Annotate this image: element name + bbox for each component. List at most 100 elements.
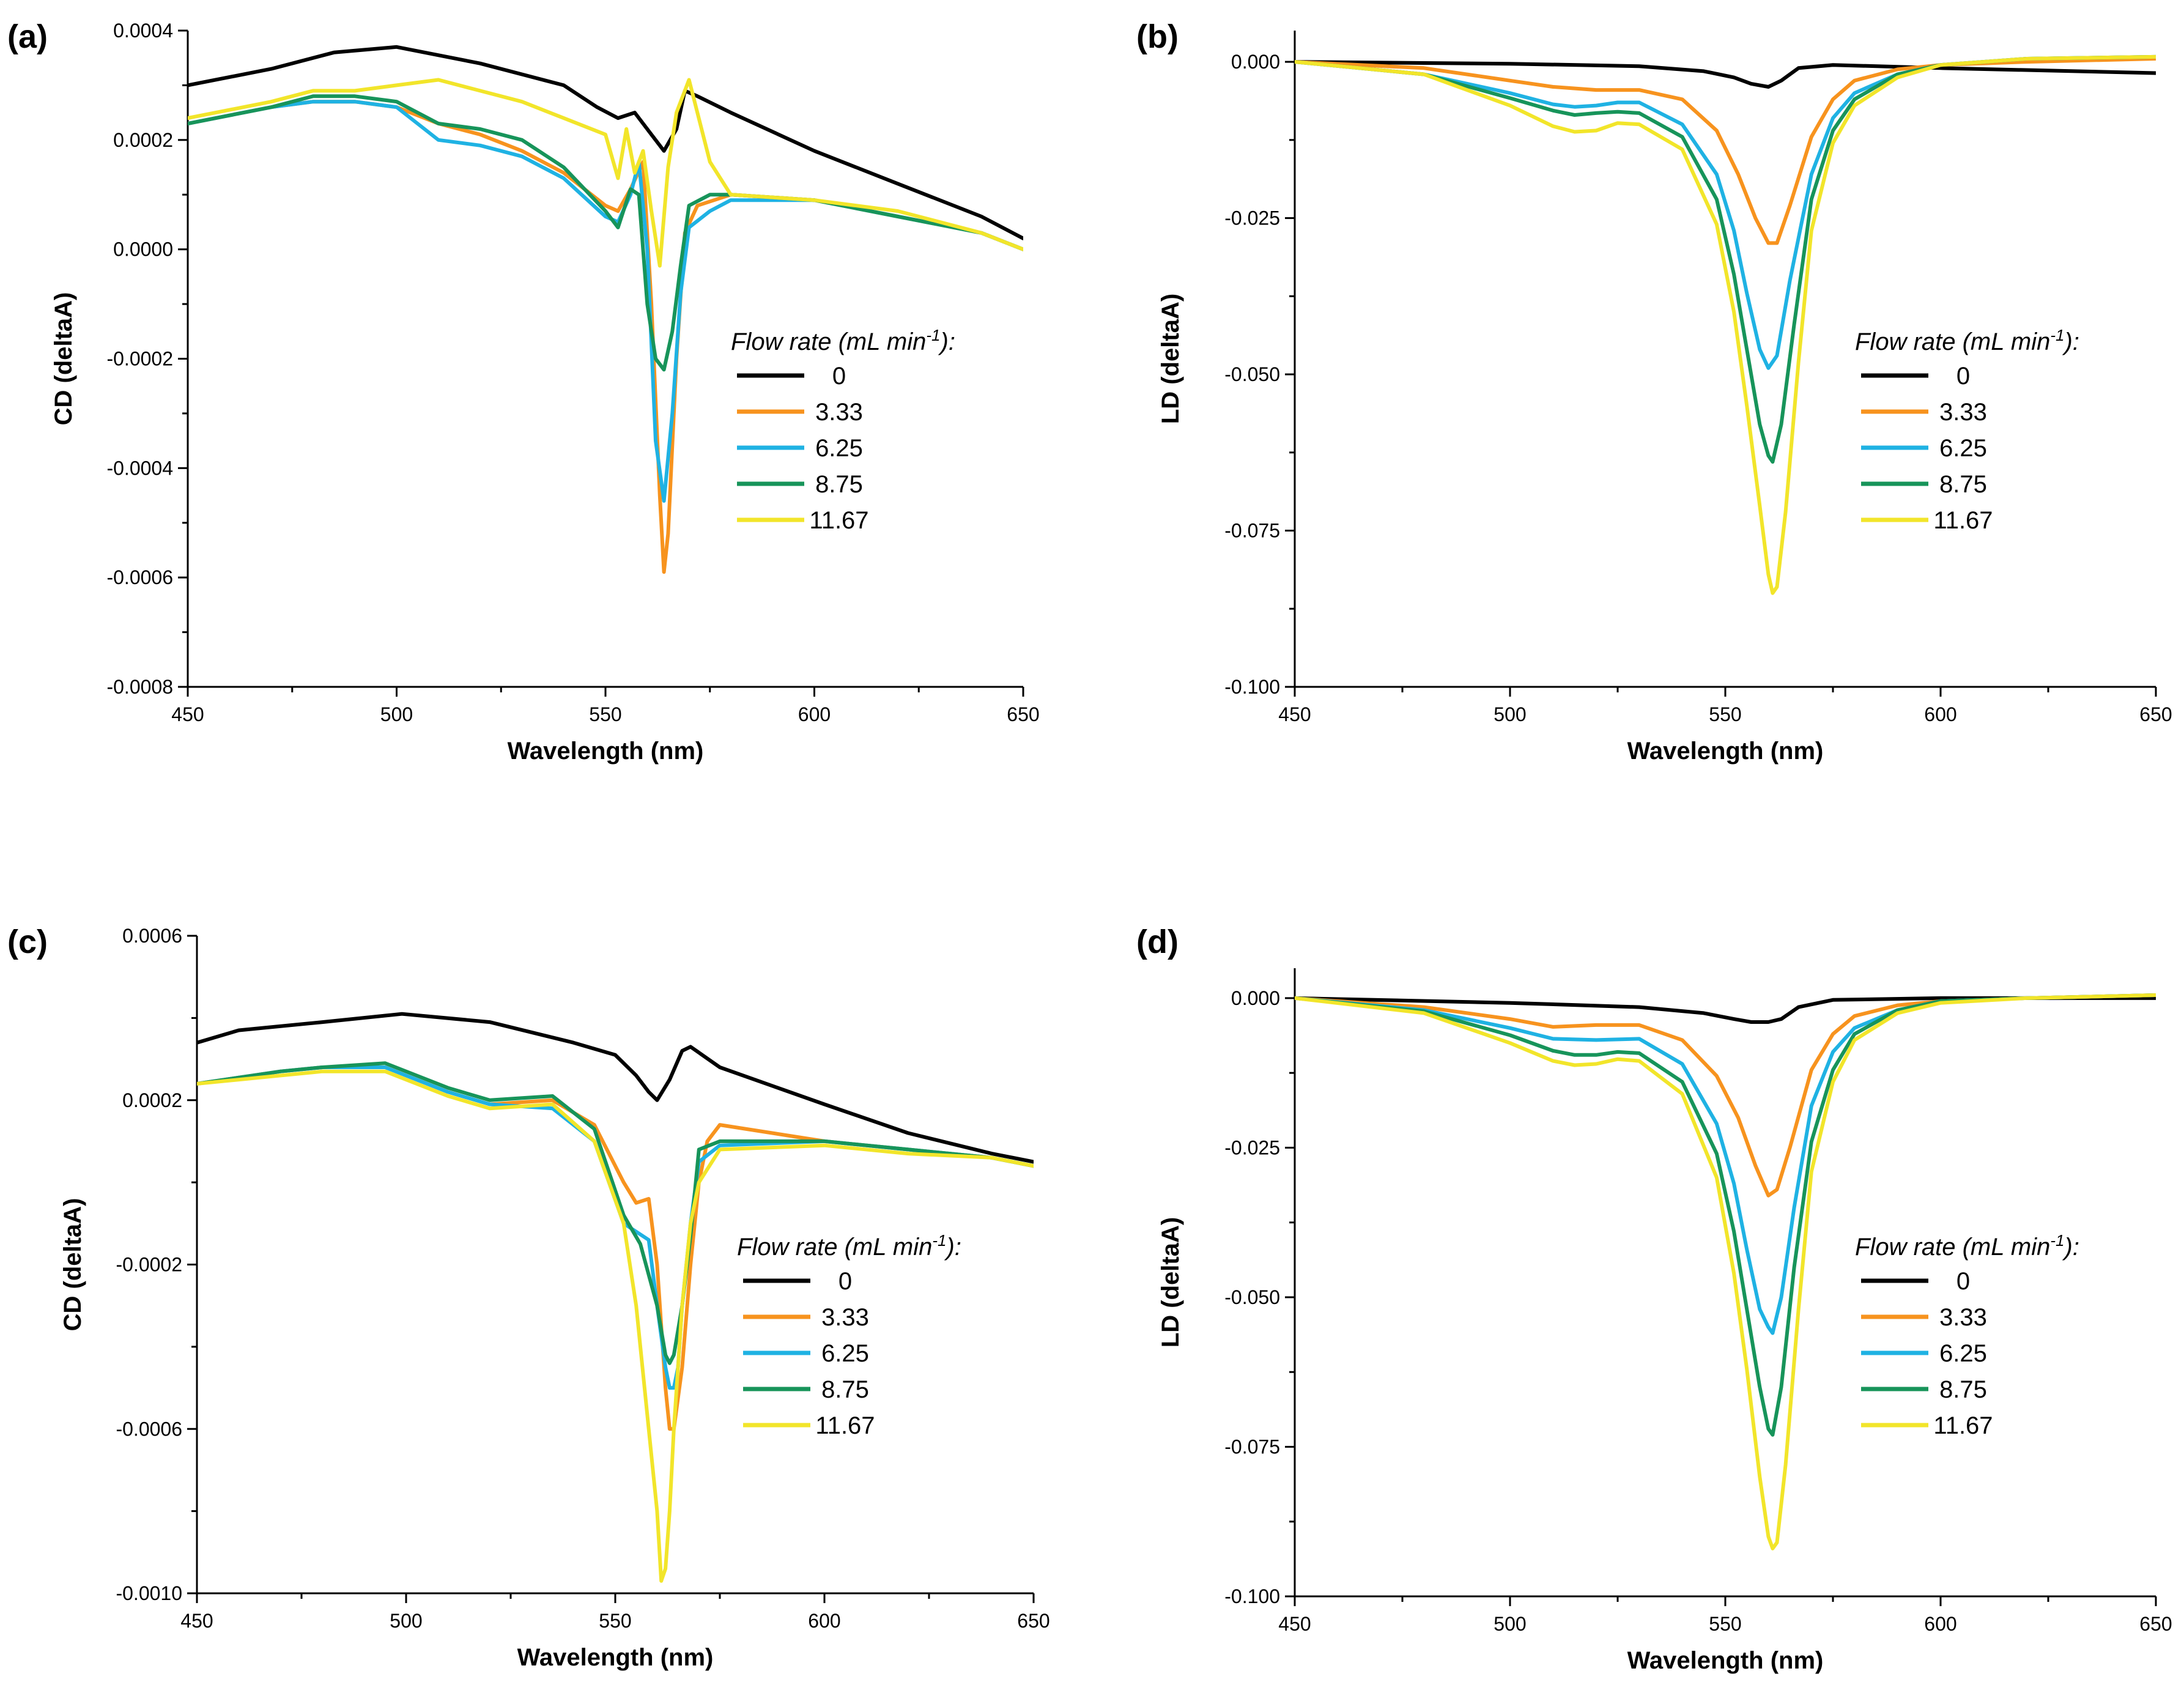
panel-d-y-tick-label: -0.050 <box>1224 1286 1280 1308</box>
panel-b-series-0 <box>1295 60 2156 89</box>
panel-d-x-tick-label: 450 <box>1278 1613 1311 1635</box>
panel-b-y-tick-label: -0.050 <box>1224 363 1280 385</box>
panel-b-legend-entry: 0 <box>1956 363 1970 390</box>
panel-a-legend-entry: 0 <box>832 363 846 390</box>
panel-b-series-8_75 <box>1295 54 2156 464</box>
panel-b-x-tick-label: 650 <box>2139 703 2172 725</box>
panel-b-legend-entry: 8.75 <box>1939 471 1987 498</box>
panel-a-x-tick-label: 600 <box>798 703 831 725</box>
panel-c-legend-entry: 8.75 <box>821 1376 869 1403</box>
panel-a-y-tick-label: -0.0004 <box>106 457 173 479</box>
panel-a-x-axis-title: Wavelength (nm) <box>508 738 704 765</box>
panel-a-y-tick-label: -0.0002 <box>106 348 173 370</box>
panel-c-legend-entry: 6.25 <box>821 1340 869 1367</box>
panel-c-series-0 <box>197 1012 1034 1164</box>
panel-a-y-tick-label: 0.0002 <box>113 129 173 151</box>
panel-a: (a) 450 500 550 600 650 0.0004 0.0002 0.0000 -0.0… <box>7 18 1040 765</box>
panel-c-x-axis-title: Wavelength (nm) <box>517 1644 714 1671</box>
panel-b-x-tick-label: 600 <box>1924 703 1956 725</box>
panel-a-y-tick-label: 0.0004 <box>113 20 173 42</box>
panel-d-series-8_75 <box>1295 993 2156 1437</box>
panel-a-legend-entry: 3.33 <box>815 399 863 426</box>
panel-a-y-tick-label: -0.0006 <box>106 566 173 588</box>
panel-a-label: (a) <box>7 18 48 55</box>
panel-a-series-6_25 <box>188 100 1023 503</box>
panel-d-y-tick-label: 0.000 <box>1231 987 1280 1009</box>
panel-a-series-0 <box>188 45 1023 240</box>
panel-d-x-axis-title: Wavelength (nm) <box>1627 1647 1824 1674</box>
panel-c-series-11_67 <box>197 1069 1034 1583</box>
panel-d-y-axis-title: LD (deltaA) <box>1157 1217 1184 1347</box>
panel-b-y-tick-label: 0.000 <box>1231 51 1280 73</box>
panel-c-y-tick-label: -0.0002 <box>116 1254 182 1276</box>
panel-b: (b) 450 500 550 600 650 0.000 -0.025 -0.050 -0.07… <box>1136 18 2172 765</box>
panel-b-series-11_67 <box>1295 54 2156 595</box>
panel-b-y-axis-title: LD (deltaA) <box>1157 294 1184 424</box>
panel-c-x-tick-label: 600 <box>808 1610 840 1632</box>
panel-b-legend-entry: 3.33 <box>1939 399 1987 426</box>
panel-b-legend: Flow rate (mL min-1): 0 3.33 6.25 8.75 11.67 <box>1855 326 2079 534</box>
panel-d-series-6_25 <box>1295 993 2156 1335</box>
panel-a-y-axis-title: CD (deltaA) <box>50 292 77 426</box>
panel-c-x-tick-label: 550 <box>599 1610 631 1632</box>
panel-b-x-tick-label: 450 <box>1278 703 1311 725</box>
panel-a-x-tick-label: 450 <box>171 703 204 725</box>
panel-b-series-6_25 <box>1295 54 2156 370</box>
panel-c-series-8_75 <box>197 1061 1034 1365</box>
panel-d-x-tick-label: 550 <box>1709 1613 1741 1635</box>
panel-c-x-tick-label: 450 <box>180 1610 213 1632</box>
panel-c-y-axis-title: CD (deltaA) <box>59 1198 86 1332</box>
panel-d-x-tick-label: 600 <box>1924 1613 1956 1635</box>
panel-d-series-3_33 <box>1295 993 2156 1198</box>
panel-b-x-tick-label: 550 <box>1709 703 1741 725</box>
panel-a-legend-entry: 8.75 <box>815 471 863 498</box>
panel-d-y-tick-label: -0.075 <box>1224 1436 1280 1458</box>
panel-a-legend-entry: 11.67 <box>809 507 868 534</box>
panel-d-y-tick-label: -0.025 <box>1224 1136 1280 1158</box>
panel-c: (c) 450 500 550 600 650 0.0006 0.0002 -0.0002 -0.… <box>7 924 1050 1671</box>
panel-b-x-tick-label: 500 <box>1494 703 1526 725</box>
panel-c-legend-title: Flow rate (mL min-1): <box>737 1231 961 1261</box>
panel-d-series-11_67 <box>1295 993 2156 1550</box>
panel-b-legend-entry: 11.67 <box>1933 507 1993 534</box>
panel-b-label: (b) <box>1136 18 1179 55</box>
panel-b-y-tick-label: -0.100 <box>1224 676 1280 698</box>
panel-d-legend-entry: 11.67 <box>1933 1412 1993 1439</box>
panel-a-series-11_67 <box>188 78 1023 268</box>
panel-a-y-tick-label: 0.0000 <box>113 239 173 261</box>
panel-b-series-3_33 <box>1295 57 2156 245</box>
panel-d-legend-entry: 0 <box>1956 1268 1970 1295</box>
panel-d-legend-entry: 8.75 <box>1939 1376 1987 1403</box>
panel-c-legend-entry: 11.67 <box>815 1412 875 1439</box>
panel-a-y-tick-label: -0.0008 <box>106 676 173 698</box>
panel-a-x-tick-label: 550 <box>589 703 621 725</box>
panel-c-label: (c) <box>7 924 48 960</box>
panel-d-legend: Flow rate (mL min-1): 0 3.33 6.25 8.75 11.67 <box>1855 1231 2079 1439</box>
panel-c-y-tick-label: 0.0006 <box>122 925 182 947</box>
panel-d-x-tick-label: 650 <box>2139 1613 2172 1635</box>
panel-c-x-tick-label: 500 <box>390 1610 422 1632</box>
panel-a-x-tick-label: 650 <box>1007 703 1039 725</box>
panel-c-legend-entry: 0 <box>838 1268 852 1295</box>
panel-a-x-tick-label: 500 <box>380 703 413 725</box>
panel-c-x-tick-label: 650 <box>1017 1610 1049 1632</box>
panel-d-y-tick-label: -0.100 <box>1224 1585 1280 1607</box>
panel-c-legend: Flow rate (mL min-1): 0 3.33 6.25 8.75 11.67 <box>737 1231 961 1439</box>
panel-c-y-tick-label: 0.0002 <box>122 1089 182 1111</box>
panel-b-y-tick-label: -0.025 <box>1224 207 1280 229</box>
panel-b-legend-entry: 6.25 <box>1939 435 1987 462</box>
panel-b-legend-title: Flow rate (mL min-1): <box>1855 326 2079 355</box>
panel-b-x-axis-title: Wavelength (nm) <box>1627 738 1824 765</box>
panel-a-legend: Flow rate (mL min-1): 0 3.33 6.25 8.75 11.67 <box>731 326 955 534</box>
panel-a-legend-entry: 6.25 <box>815 435 863 462</box>
panel-d-legend-title: Flow rate (mL min-1): <box>1855 1231 2079 1261</box>
panel-d-x-tick-label: 500 <box>1494 1613 1526 1635</box>
panel-d-label: (d) <box>1136 924 1179 960</box>
panel-c-series-6_25 <box>197 1065 1034 1390</box>
panel-c-y-tick-label: -0.0010 <box>116 1582 182 1604</box>
panel-d: (d) 450 500 550 600 650 0.000 -0.025 -0.050 -0.07… <box>1136 924 2172 1674</box>
panel-c-y-tick-label: -0.0006 <box>116 1418 182 1440</box>
panel-b-y-tick-label: -0.075 <box>1224 520 1280 542</box>
panel-c-legend-entry: 3.33 <box>821 1304 869 1331</box>
